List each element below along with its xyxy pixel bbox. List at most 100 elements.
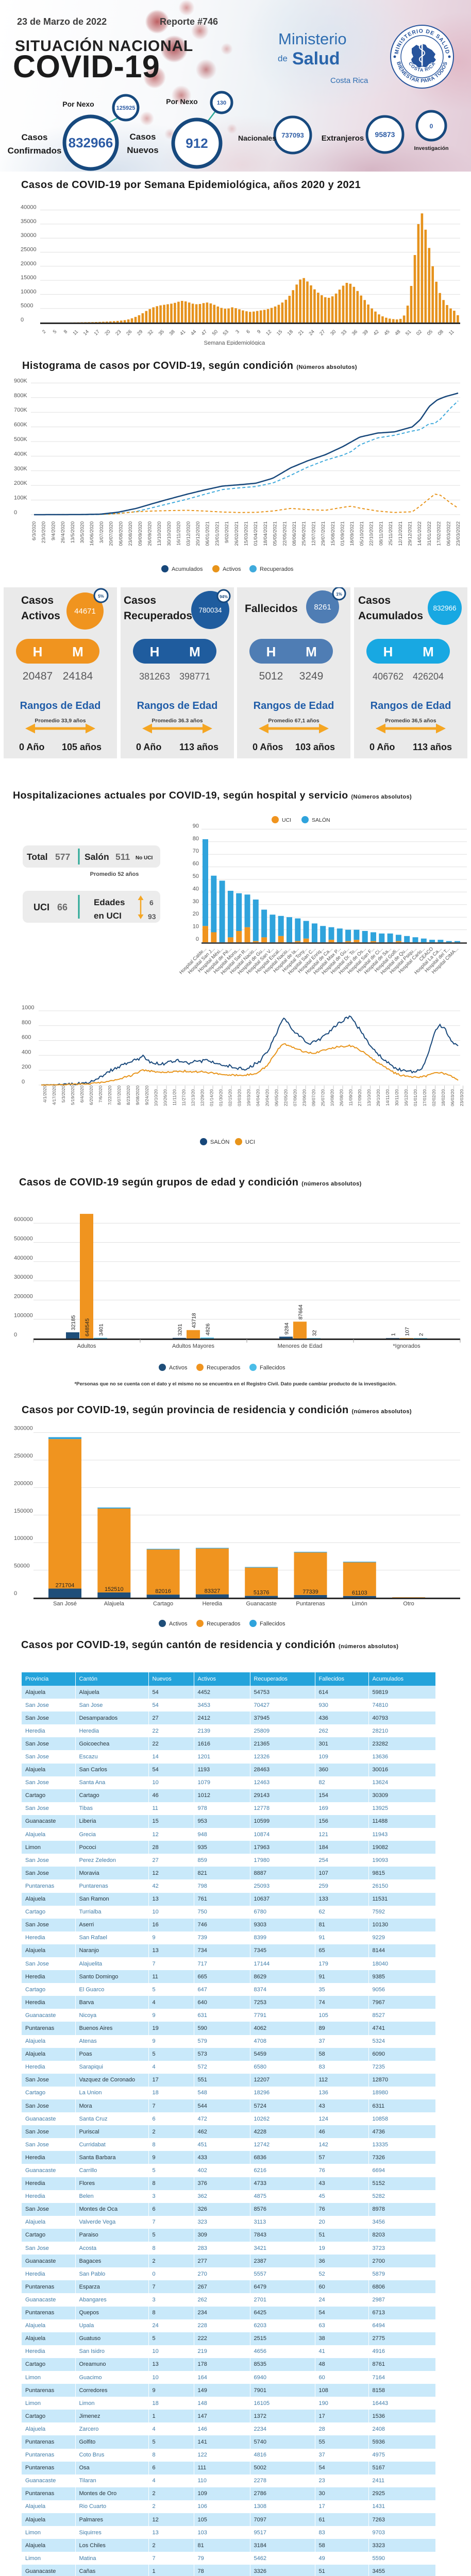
svg-text:Promedio 67,1 años: Promedio 67,1 años [268,718,319,724]
svg-text:26/02/2021: 26/02/2021 [234,521,240,546]
svg-text:06/05/20...: 06/05/20... [274,1086,279,1106]
svg-text:38: 38 [168,329,176,336]
svg-text:44671: 44671 [74,607,96,616]
svg-text:31/01/2022: 31/01/2022 [427,521,432,546]
svg-text:Activos: Activos [21,610,60,622]
svg-text:43718: 43718 [191,1313,197,1328]
svg-text:Rangos de Edad: Rangos de Edad [137,700,218,711]
svg-text:12/12/2021: 12/12/2021 [398,521,403,546]
svg-text:105 años: 105 años [62,742,102,752]
svg-text:50: 50 [193,873,199,879]
svg-text:5/3/2020: 5/3/2020 [61,1086,66,1103]
svg-text:29/10/20...: 29/10/20... [376,1086,381,1106]
svg-text:Promedio 36,5 años: Promedio 36,5 años [385,718,436,724]
svg-text:Heredia: Heredia [203,1601,223,1607]
svg-text:27: 27 [318,329,326,336]
svg-text:32: 32 [147,329,155,336]
svg-text:48: 48 [394,329,401,336]
svg-text:UCI: UCI [33,902,49,912]
svg-text:17: 17 [93,329,101,336]
svg-text:18: 18 [287,329,294,336]
svg-text:100000: 100000 [14,1313,33,1319]
svg-text:Fallecidos: Fallecidos [245,603,298,615]
svg-text:27/09/20...: 27/09/20... [357,1086,362,1106]
svg-text:10/10/20...: 10/10/20... [154,1086,159,1106]
svg-text:47: 47 [200,329,208,336]
svg-text:0: 0 [22,1079,25,1085]
svg-text:23/3/2020: 23/3/2020 [41,521,47,543]
svg-text:3401: 3401 [98,1324,105,1336]
svg-text:10/26/20...: 10/26/20... [163,1086,168,1106]
svg-text:H: H [33,644,43,659]
svg-text:0 Año: 0 Año [19,742,44,752]
svg-text:94%: 94% [220,595,228,599]
svg-text:200: 200 [22,1064,31,1070]
svg-text:Rangos de Edad: Rangos de Edad [20,700,101,711]
svg-text:40: 40 [193,886,199,892]
svg-text:M: M [306,644,317,659]
svg-text:17/01/20...: 17/01/20... [422,1086,427,1106]
svg-text:03/12/2020: 03/12/2020 [186,521,191,546]
svg-text:23/03/20...: 23/03/20... [459,1086,464,1106]
svg-text:No UCI: No UCI [136,855,153,861]
svg-text:51: 51 [405,329,412,336]
svg-text:44: 44 [190,329,197,336]
svg-text:11: 11 [448,329,456,336]
svg-text:10000: 10000 [21,289,37,295]
svg-text:Nuevos: Nuevos [127,145,158,155]
svg-text:13/10/2020: 13/10/2020 [157,521,162,546]
svg-text:103 años: 103 años [295,742,335,752]
svg-text:42: 42 [373,329,380,336]
svg-text:14/01/2022: 14/01/2022 [417,521,423,546]
svg-text:0: 0 [430,123,433,130]
svg-text:Hospitalizaciones actuales por: Hospitalizaciones actuales por COVID-19,… [13,790,412,801]
svg-text:0: 0 [21,317,24,323]
svg-text:SALÓN: SALÓN [210,1139,229,1145]
svg-text:66: 66 [57,902,68,912]
svg-text:26/4/2020: 26/4/2020 [60,521,66,543]
svg-text:95873: 95873 [375,130,395,139]
svg-text:30/5/2020: 30/5/2020 [80,521,86,543]
svg-text:125925: 125925 [116,105,136,111]
svg-text:832966: 832966 [433,604,456,612]
svg-text:Histograma de casos por COVID-: Histograma de casos por COVID-19, según … [22,360,357,371]
svg-text:Edades: Edades [94,897,125,907]
svg-text:87664: 87664 [298,1304,304,1319]
svg-text:8261: 8261 [314,603,331,612]
svg-text:Semana Epidemiológica: Semana Epidemiológica [204,340,266,345]
svg-text:12/29/20...: 12/29/20... [200,1086,205,1106]
svg-text:780034: 780034 [198,606,222,614]
svg-text:200K: 200K [14,480,27,486]
svg-text:23: 23 [114,329,122,336]
svg-text:29: 29 [136,329,144,336]
svg-text:20/12/2020: 20/12/2020 [195,521,201,546]
svg-text:13/10/20...: 13/10/20... [366,1086,372,1106]
svg-text:6/4/2020: 6/4/2020 [79,1086,85,1103]
svg-text:150000: 150000 [14,1508,33,1514]
svg-text:UCI: UCI [245,1139,255,1145]
svg-text:Menores de Edad: Menores de Edad [278,1343,323,1349]
svg-text:Promedio 52 años: Promedio 52 años [90,871,139,877]
svg-text:20/04/20...: 20/04/20... [265,1086,270,1106]
svg-text:M: M [72,644,83,659]
svg-text:53: 53 [222,329,230,336]
svg-text:832966: 832966 [69,135,113,150]
svg-text:Casos de COVID-19 por Semana E: Casos de COVID-19 por Semana Epidemiológ… [21,179,361,191]
svg-text:15000: 15000 [21,275,37,281]
svg-text:6/3/2020: 6/3/2020 [31,521,37,540]
svg-text:3/07/2020: 3/07/2020 [99,521,105,543]
svg-text:40000: 40000 [21,205,37,211]
svg-text:02: 02 [415,329,423,336]
svg-text:4/17/2020: 4/17/2020 [52,1086,57,1105]
svg-text:23/01/2021: 23/01/2021 [214,521,220,546]
svg-text:0: 0 [14,1332,17,1338]
svg-text:32: 32 [312,1330,318,1336]
svg-text:500000: 500000 [14,1236,33,1242]
svg-text:8/07/2020: 8/07/2020 [116,1086,122,1105]
svg-text:20/07/2020: 20/07/2020 [109,521,114,546]
svg-text:7/6/2020: 7/6/2020 [98,1086,103,1103]
svg-text:07/06/20...: 07/06/20... [292,1086,297,1106]
svg-text:1: 1 [391,1333,397,1336]
svg-text:11/11/20...: 11/11/20... [172,1086,177,1106]
svg-text:23/08/2020: 23/08/2020 [128,521,133,546]
